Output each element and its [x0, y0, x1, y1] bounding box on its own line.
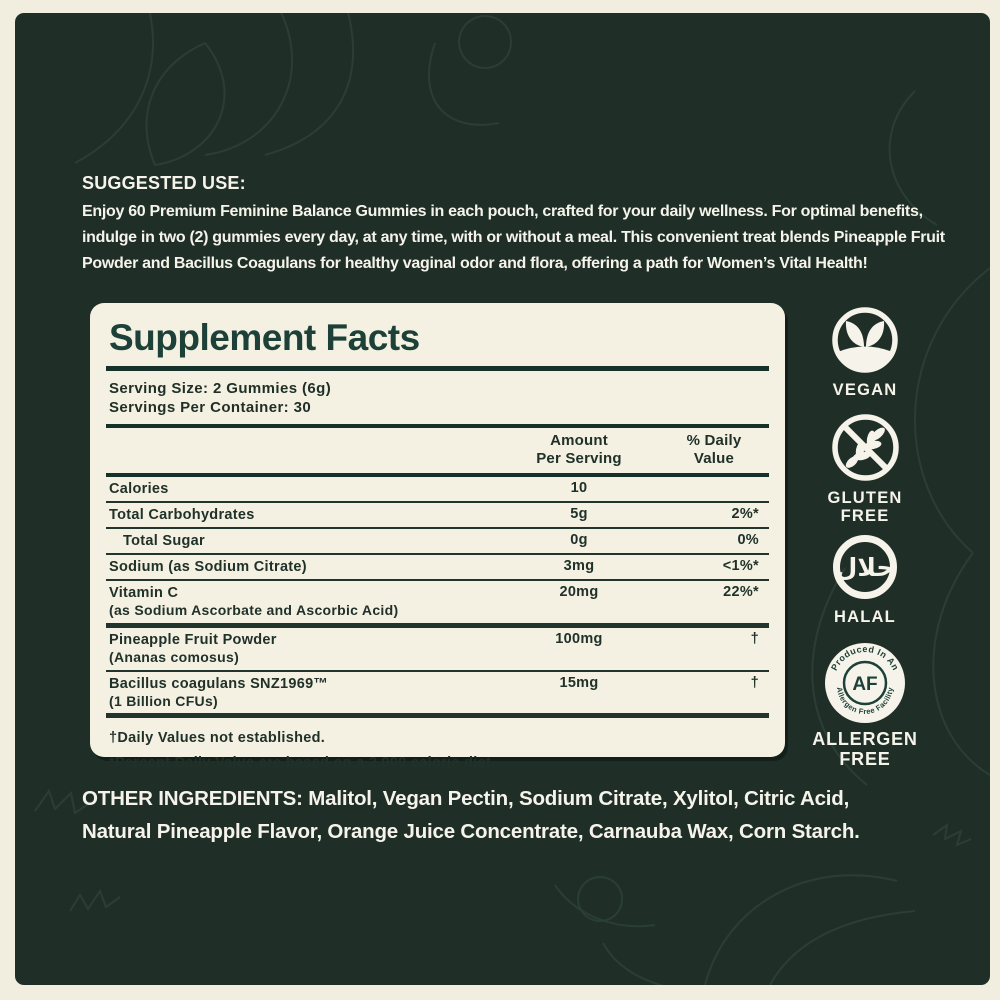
halal-icon: حلال [833, 535, 897, 599]
nutrient-row-total-sugar: Total Sugar 0g 0% [106, 529, 769, 556]
footnote-dagger: †Daily Values not established. [109, 730, 326, 747]
allergen-free-label: ALLERGEN FREE [812, 729, 918, 770]
label-background-panel: SUGGESTED USE: Enjoy 60 Premium Feminine… [15, 13, 990, 985]
seal-center-text: AF [852, 674, 877, 695]
nutrient-row-pineapple-fruit-powder: Pineapple Fruit Powder (Ananas comosus) … [106, 628, 769, 672]
name-cell: Pineapple Fruit Powder (Ananas comosus) [109, 631, 277, 665]
suggested-use-heading: SUGGESTED USE: [82, 173, 246, 193]
name-cell: Bacillus coagulans SNZ1969™ (1 Billion C… [109, 675, 329, 709]
vegan-badge: VEGAN [803, 305, 927, 399]
suggested-use-section: SUGGESTED USE: Enjoy 60 Premium Feminine… [82, 173, 962, 277]
vegan-icon [832, 307, 898, 373]
gluten-free-icon [831, 414, 899, 481]
nutrient-row-total-carbohydrates: Total Carbohydrates 5g 2%* [106, 503, 769, 529]
allergen-free-seal-icon: Produced In An Allergen Free Facility AF [825, 643, 905, 723]
suggested-use-body: Enjoy 60 Premium Feminine Balance Gummie… [82, 203, 945, 272]
servings-per-container: Servings Per Container: 30 [109, 399, 312, 417]
other-ingredients-section: OTHER INGREDIENTS: Malitol, Vegan Pectin… [82, 783, 887, 849]
halal-arabic-text: حلال [836, 553, 895, 582]
daily-value-header: % Daily Value [686, 432, 742, 468]
nutrient-row-sodium: Sodium (as Sodium Citrate) 3mg <1%* [106, 555, 769, 582]
vegan-label: VEGAN [832, 381, 898, 399]
halal-label: HALAL [834, 608, 896, 626]
nutrient-row-vitamin-c: Vitamin C (as Sodium Ascorbate and Ascor… [106, 581, 769, 628]
nutrient-row-calories: Calories 10 [106, 477, 769, 503]
facts-column-headers: Amount Per Serving % Daily Value [106, 432, 769, 477]
serving-size: Serving Size: 2 Gummies (6g) [109, 380, 332, 397]
nutrient-row-bacillus-coagulans: Bacillus coagulans SNZ1969™ (1 Billion C… [106, 672, 769, 719]
halal-badge: حلال HALAL [803, 532, 927, 626]
other-ingredients-heading: OTHER INGREDIENTS: [82, 787, 303, 810]
serving-info: Serving Size: 2 Gummies (6g) Servings Pe… [106, 379, 769, 417]
gluten-free-badge: GLUTEN FREE [803, 412, 927, 526]
title-rule [106, 366, 769, 371]
footnote-asterisk: *Percent Daily Value are based on a 2,00… [109, 755, 496, 772]
name-cell: Vitamin C (as Sodium Ascorbate and Ascor… [109, 585, 399, 619]
certification-badges: VEGAN GLUTEN FREE حلال [803, 13, 927, 985]
botanical-pattern-decoration [34, 13, 990, 985]
other-ingredients-body: Malitol, Vegan Pectin, Sodium Citrate, X… [82, 787, 860, 843]
supplement-facts-panel: Supplement Facts Serving Size: 2 Gummies… [90, 303, 785, 771]
serving-rule [106, 424, 769, 429]
footnotes: †Daily Values not established. *Percent … [106, 730, 769, 771]
allergen-free-badge: Produced In An Allergen Free Facility AF… [803, 641, 927, 769]
supplement-facts-title: Supplement Facts [109, 317, 420, 358]
amount-per-serving-header: Amount Per Serving [536, 432, 622, 468]
gluten-free-label: GLUTEN FREE [827, 489, 903, 526]
